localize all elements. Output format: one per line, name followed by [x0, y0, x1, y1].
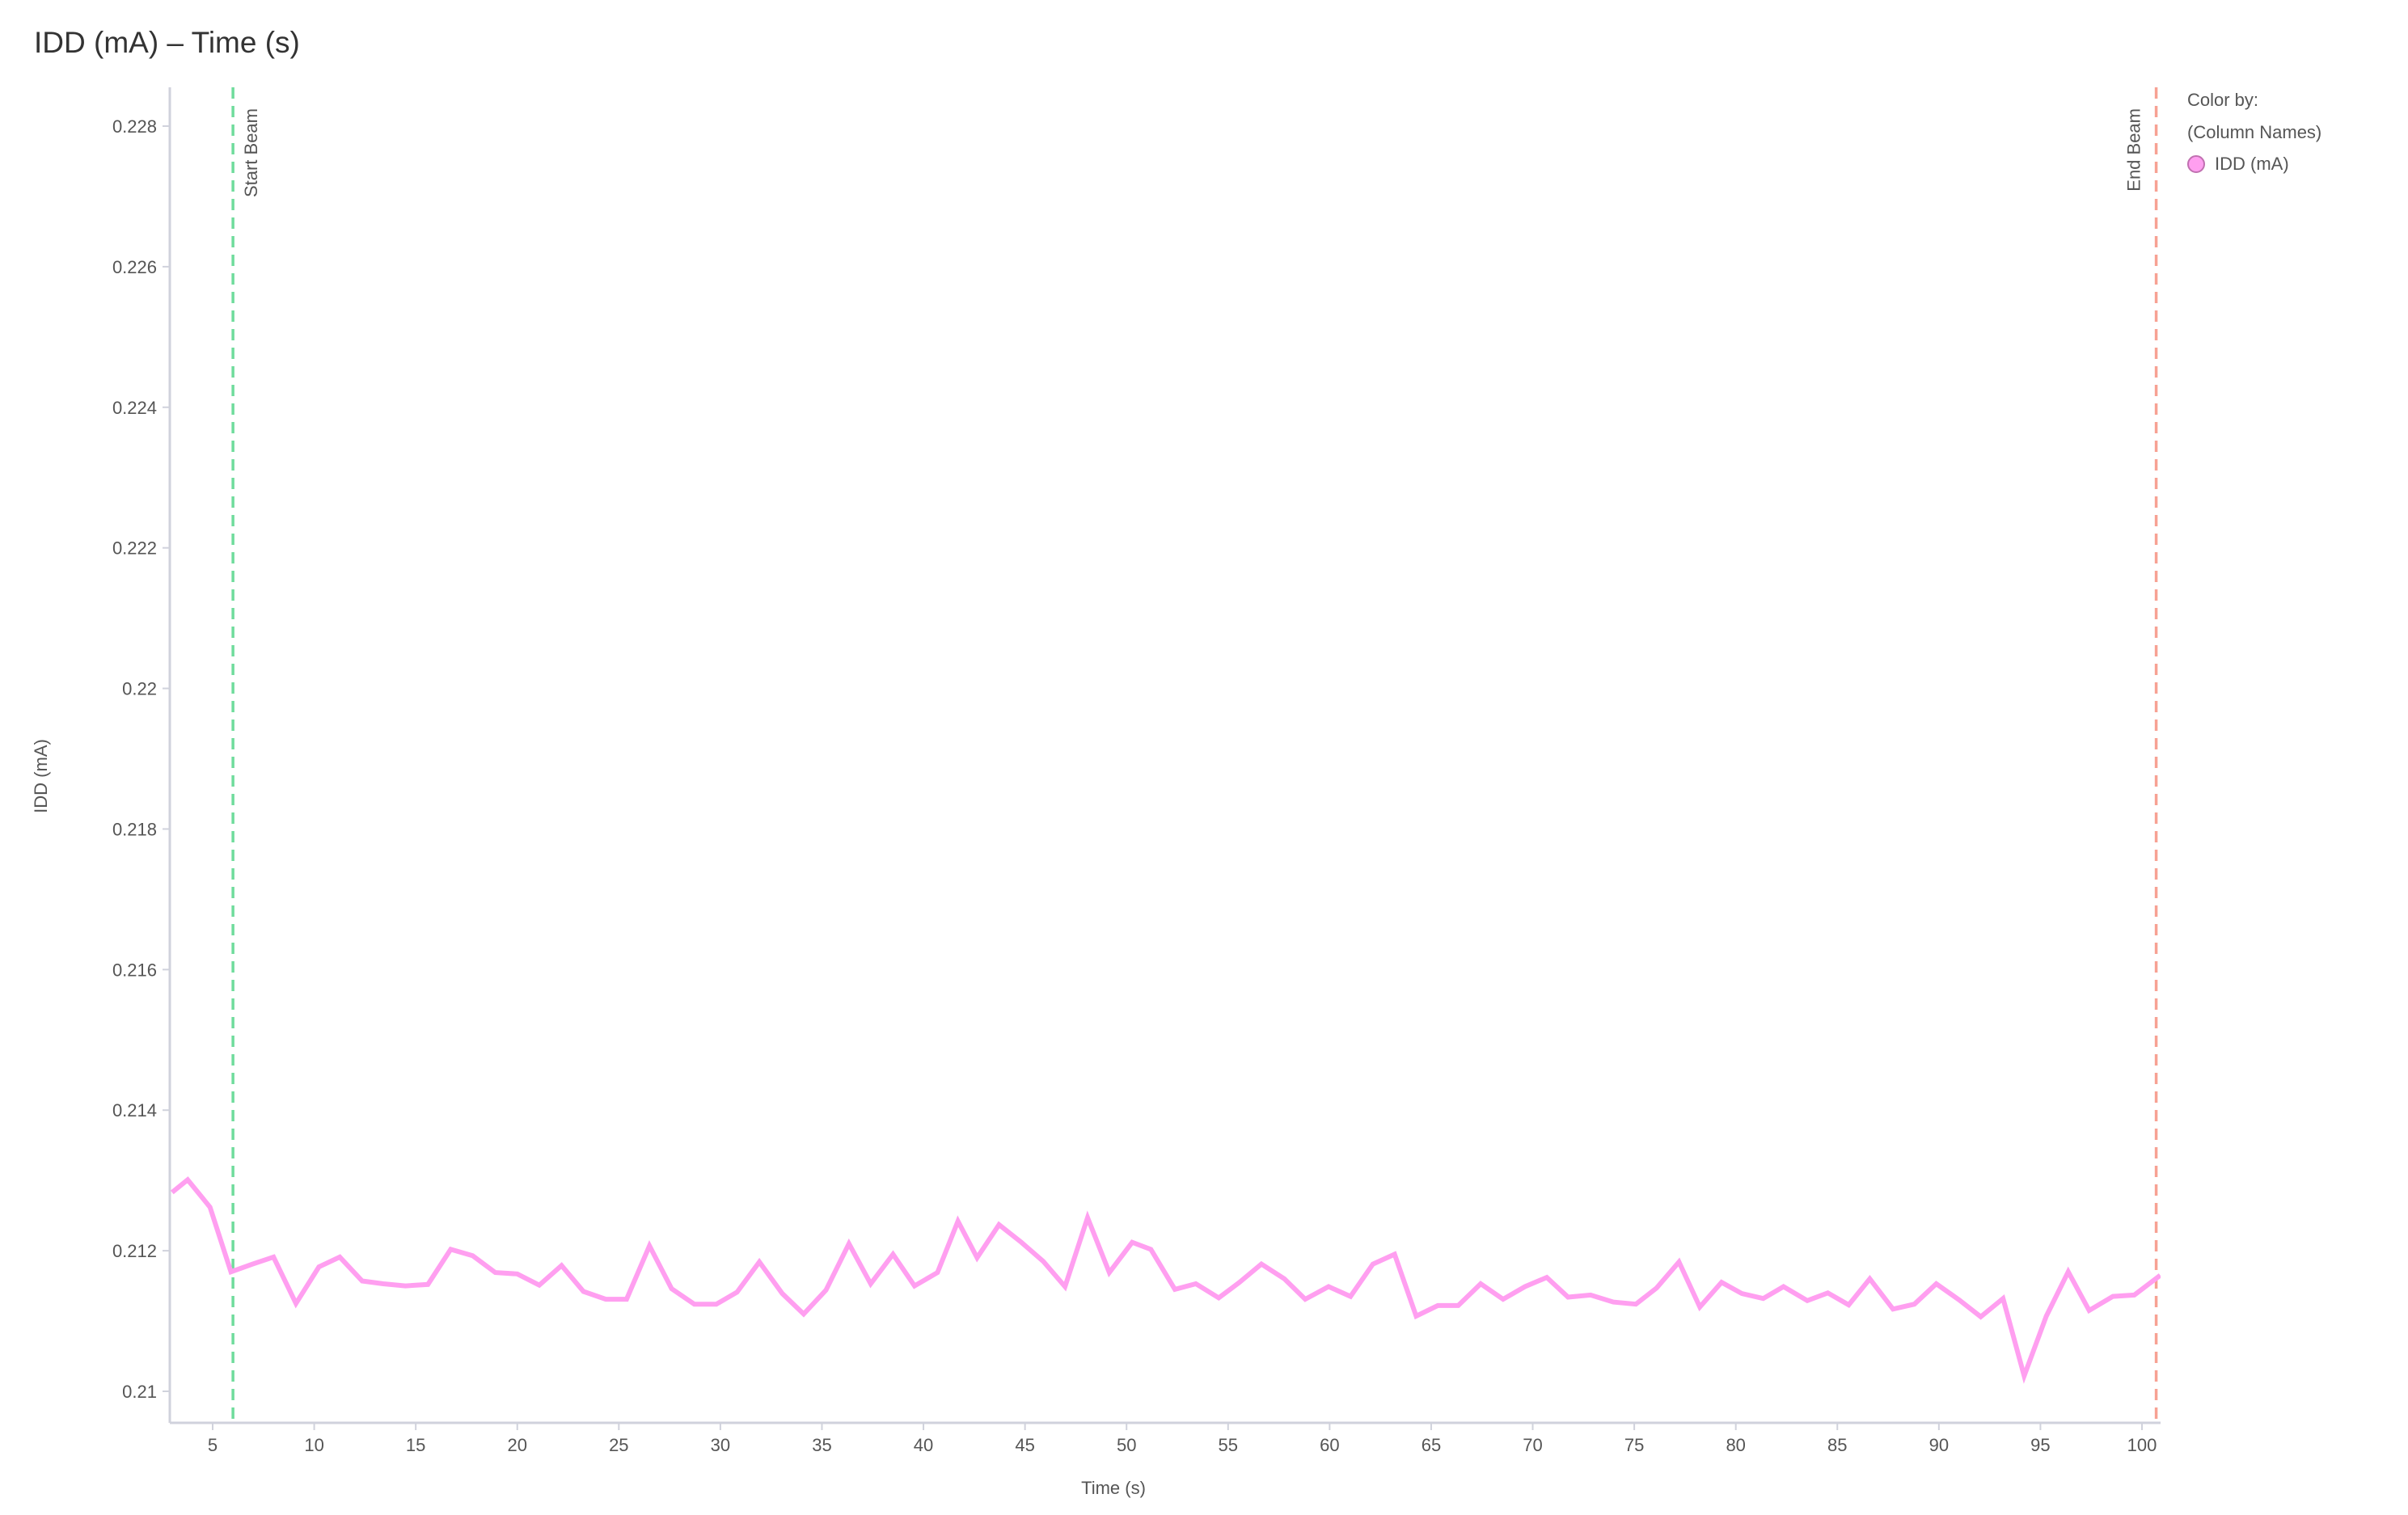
x-tick-label: 30 [711, 1435, 730, 1455]
x-tick-label: 70 [1523, 1435, 1542, 1455]
y-tick-label: 0.212 [112, 1241, 157, 1261]
series-line-idd [170, 1176, 2161, 1384]
x-tick-label: 50 [1117, 1435, 1136, 1455]
x-tick-label: 15 [406, 1435, 425, 1455]
x-tick-label: 55 [1219, 1435, 1238, 1455]
y-tick-label: 0.21 [122, 1382, 157, 1402]
x-tick-label: 90 [1929, 1435, 1949, 1455]
x-tick-label: 25 [609, 1435, 628, 1455]
legend-swatch-icon [2187, 155, 2205, 173]
reference-line-label: Start Beam [241, 108, 261, 197]
x-tick-label: 45 [1015, 1435, 1034, 1455]
legend-subtitle[interactable]: (Column Names) [2187, 122, 2322, 142]
x-tick-label: 65 [1422, 1435, 1441, 1455]
x-tick-label: 5 [208, 1435, 218, 1455]
x-axis-label: Time (s) [1081, 1478, 1146, 1498]
y-tick-label: 0.22 [122, 679, 157, 699]
reference-line-label: End Beam [2124, 108, 2144, 192]
x-tick-label: 35 [812, 1435, 831, 1455]
x-tick-label: 75 [1624, 1435, 1644, 1455]
x-tick-label: 60 [1320, 1435, 1339, 1455]
y-tick-label: 0.218 [112, 819, 157, 839]
plot-area [170, 1176, 2161, 1384]
x-tick-label: 10 [304, 1435, 323, 1455]
y-tick-label: 0.228 [112, 116, 157, 137]
y-axis-label: IDD (mA) [31, 739, 51, 813]
y-tick-label: 0.224 [112, 398, 157, 418]
x-tick-label: 85 [1827, 1435, 1847, 1455]
legend-title: Color by: [2187, 90, 2259, 110]
chart-title: IDD (mA) – Time (s) [34, 26, 300, 59]
legend-entry-label: IDD (mA) [2215, 154, 2289, 174]
x-tick-label: 80 [1726, 1435, 1745, 1455]
y-tick-label: 0.226 [112, 257, 157, 277]
x-tick-label: 40 [914, 1435, 933, 1455]
reference-lines: Start Beam End Beam [231, 87, 2158, 1423]
y-tick-label: 0.222 [112, 538, 157, 559]
legend: Color by: (Column Names) IDD (mA) [2187, 84, 2321, 175]
x-tick-label: 100 [2127, 1435, 2157, 1455]
legend-entry[interactable]: IDD (mA) [2187, 154, 2321, 175]
y-tick-label: 0.214 [112, 1100, 157, 1120]
axes: 5 10 15 20 25 30 35 40 45 50 55 60 65 70 75 80 85 90 95 100… [112, 87, 2161, 1455]
y-tick-label: 0.216 [112, 960, 157, 980]
x-tick-label: 95 [2030, 1435, 2050, 1455]
x-tick-label: 20 [507, 1435, 526, 1455]
